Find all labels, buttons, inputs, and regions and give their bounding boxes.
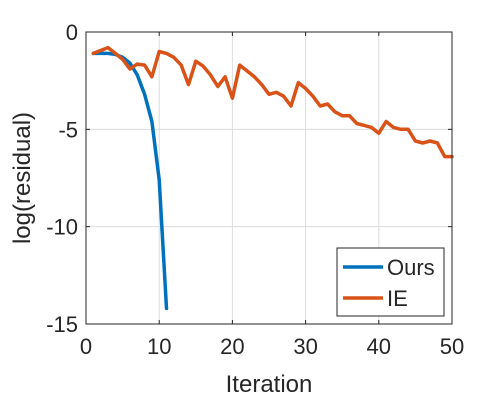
- x-tick-label: 10: [147, 334, 171, 359]
- y-axis-label: log(residual): [9, 112, 36, 244]
- x-tick-label: 0: [80, 334, 92, 359]
- tick-labels: 0 10 20 30 40 50 0 -5 -10 -15: [46, 20, 464, 359]
- x-tick-label: 50: [440, 334, 464, 359]
- y-tick-label: -10: [46, 215, 78, 240]
- y-tick-label: 0: [66, 20, 78, 45]
- axes-box: [85, 31, 453, 325]
- legend: Ours IE: [336, 247, 445, 317]
- legend-label-ie: IE: [387, 286, 408, 311]
- x-axis-label: Iteration: [226, 371, 313, 398]
- legend-label-ours: Ours: [387, 255, 435, 280]
- series-line-ours: [91, 51, 169, 311]
- tick-marks: [85, 31, 453, 325]
- y-tick-label: -15: [46, 312, 78, 337]
- legend-box: [336, 247, 445, 317]
- series-layer: [91, 45, 454, 311]
- x-tick-label: 20: [220, 334, 244, 359]
- y-tick-label: -5: [58, 117, 78, 142]
- x-tick-label: 30: [293, 334, 317, 359]
- x-tick-label: 40: [367, 334, 391, 359]
- series-line-ie: [91, 45, 454, 159]
